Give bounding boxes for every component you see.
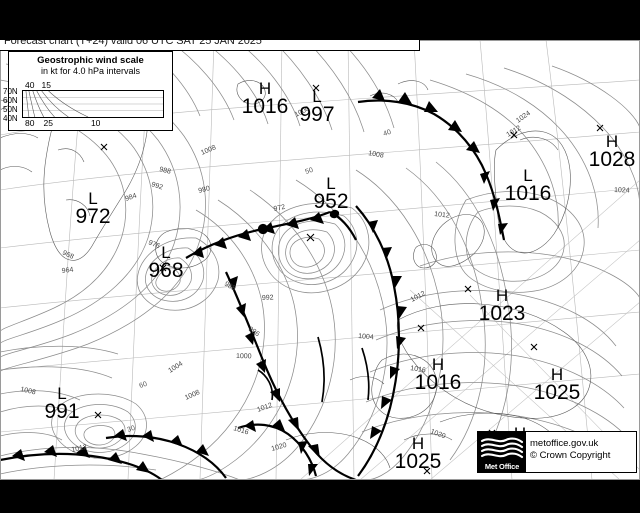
met-office-wordmark: Met Office: [484, 462, 520, 471]
met-office-website[interactable]: metoffice.gov.uk: [530, 438, 599, 449]
chart-title-text: Forecast chart (T+24) valid 06 UTC SAT 2…: [4, 40, 262, 47]
isobar-label: 1004: [167, 360, 184, 374]
graticule: [0, 40, 640, 480]
wind-scale-lat-70n: 70N: [3, 87, 18, 96]
warm-front-bumps: [257, 209, 340, 235]
wind-scale-bottom-value-2: 10: [90, 118, 101, 128]
wind-scale-top-value-0: 40: [25, 80, 35, 90]
wind-scale-top-value-1: 15: [41, 80, 51, 90]
wind-scale-lat-60n: 60N: [3, 96, 18, 105]
wind-scale-nomogram: [22, 90, 164, 118]
isobar-label: 988: [159, 166, 172, 176]
latitude-tick-label: 40: [382, 129, 392, 138]
isobar-label: 1012: [434, 211, 450, 220]
wind-scale-lat-50n: 50N: [3, 105, 18, 114]
met-office-mark: Met Office: [478, 432, 526, 472]
met-office-logo[interactable]: Met Office metoffice.gov.uk © Crown Copy…: [477, 431, 637, 473]
latitude-tick-labels: 30 40 50 60: [126, 129, 392, 434]
isobars: [0, 40, 640, 480]
isobar-label: 1012: [71, 444, 88, 454]
geostrophic-wind-scale-legend: Geostrophic wind scale in kt for 4.0 hPa…: [3, 51, 173, 131]
latitude-tick-label: 30: [126, 425, 136, 434]
latitude-tick-label: 60: [138, 381, 148, 390]
isobar-label: 1016: [232, 425, 249, 436]
weather-chart: 1024 1024 1012 1012 1000 1008 1008 988 984 992 980…: [0, 40, 640, 480]
isobar-label: 964: [61, 267, 74, 275]
met-office-wave-icon: [480, 437, 524, 459]
wind-scale-bottom-values: 80 25 10: [25, 118, 100, 128]
cold-front-barbs: [12, 89, 508, 476]
wind-scale-title: Geostrophic wind scale: [37, 55, 144, 66]
met-office-copyright: © Crown Copyright: [530, 450, 611, 461]
wind-scale-lat-40n: 40N: [3, 114, 18, 123]
isobar-label: 992: [150, 181, 163, 191]
isobar-label: 1000: [236, 353, 252, 360]
isobar-label: 1024: [515, 110, 532, 125]
isobar-label: 1012: [256, 402, 273, 414]
latitude-tick-label: 50: [304, 167, 314, 176]
isobar-label: 976: [147, 239, 161, 250]
isobar-label: 972: [273, 204, 286, 213]
wind-scale-subtitle: in kt for 4.0 hPa intervals: [40, 66, 141, 76]
chart-graphics: 1024 1024 1012 1012 1000 1008 1008 988 984 992 980…: [0, 40, 640, 480]
isobar-label: 1020: [429, 428, 446, 440]
wind-scale-bottom-value-1: 25: [43, 118, 53, 128]
isobar-label: 980: [198, 185, 211, 195]
isobar-label: 1008: [20, 386, 37, 396]
isobar-label: 1008: [184, 389, 201, 402]
isobar-labels: 1024 1024 1012 1012 1000 1008 1008 988 984 992 980…: [20, 105, 630, 454]
isobar-label: 984: [124, 192, 137, 202]
isobar-label: 1004: [358, 333, 374, 341]
isobar-label: 992: [262, 294, 274, 302]
wind-scale-top-values: 40 15: [25, 80, 58, 90]
wind-scale-bottom-value-0: 80: [25, 118, 35, 128]
isobar-label: 988: [223, 281, 237, 293]
chart-title-bar: Forecast chart (T+24) valid 06 UTC SAT 2…: [0, 40, 420, 51]
isobar-label: 1000: [294, 105, 311, 118]
isobar-label: 1024: [614, 187, 630, 195]
isobar-label: 1008: [200, 144, 217, 157]
isobar-label: 1008: [368, 150, 385, 160]
isobar-label: 968: [61, 250, 75, 261]
isobar-label: 1020: [271, 442, 288, 453]
centre-x-markers: [94, 84, 604, 475]
troughs: [257, 336, 370, 403]
isobar-label: 1016: [410, 365, 427, 374]
